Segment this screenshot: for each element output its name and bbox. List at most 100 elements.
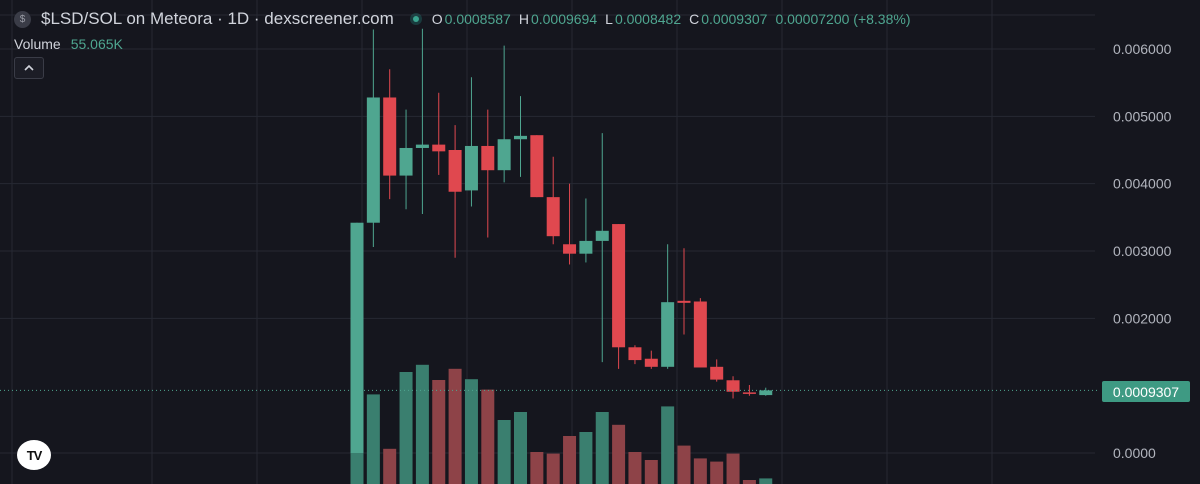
candle-body bbox=[350, 222, 364, 453]
y-tick-label: 0.002000 bbox=[1113, 310, 1172, 326]
y-tick-label: 0.006000 bbox=[1113, 41, 1172, 57]
candle bbox=[628, 345, 642, 365]
volume-bar bbox=[530, 452, 544, 484]
volume-bar bbox=[514, 412, 527, 484]
chart-title: $LSD/SOL on Meteora · 1D · dexscreener.c… bbox=[41, 9, 394, 28]
volume-bar bbox=[366, 394, 380, 484]
ohlc-low: L 0.0008482 bbox=[605, 11, 682, 27]
candle-body bbox=[742, 392, 756, 394]
volume-bar bbox=[595, 412, 609, 484]
chevron-up-icon bbox=[24, 64, 34, 71]
candle bbox=[481, 109, 495, 238]
ohlc-readout: O 0.0008587 H 0.0009694 L 0.0008482 C 0.0009… bbox=[432, 11, 911, 27]
y-tick-label: 0.0000 bbox=[1113, 445, 1156, 461]
volume-bar bbox=[612, 424, 626, 484]
volume-bar bbox=[432, 380, 446, 484]
volume-bar bbox=[546, 453, 560, 484]
volume-bar bbox=[628, 452, 642, 484]
candle bbox=[448, 125, 462, 258]
volume-bar bbox=[448, 368, 462, 484]
candle-body bbox=[464, 145, 478, 191]
symbol-badge-icon: $ bbox=[14, 10, 31, 28]
candle-body bbox=[563, 244, 577, 254]
candle bbox=[612, 224, 626, 369]
candle-body bbox=[579, 240, 593, 254]
candle bbox=[677, 248, 691, 335]
candle bbox=[579, 198, 593, 263]
candle bbox=[366, 29, 380, 247]
candle-body bbox=[628, 347, 642, 361]
candle-body bbox=[677, 300, 691, 303]
volume-bar bbox=[464, 379, 478, 484]
volume-bar bbox=[677, 445, 691, 484]
volume-bar bbox=[563, 436, 577, 484]
volume-bar bbox=[383, 448, 397, 484]
candle-body bbox=[415, 144, 429, 148]
live-status-icon bbox=[409, 13, 422, 25]
candle bbox=[432, 92, 446, 175]
candle-body bbox=[726, 380, 740, 392]
tradingview-logo: TV bbox=[17, 440, 51, 470]
y-tick-label: 0.003000 bbox=[1113, 243, 1172, 259]
candle-body bbox=[366, 97, 380, 223]
ohlc-open: O 0.0008587 bbox=[431, 11, 511, 27]
volume-legend: Volume 55.065K bbox=[14, 36, 123, 52]
y-tick-label: 0.004000 bbox=[1113, 176, 1172, 192]
candle bbox=[644, 350, 658, 369]
volume-value: 55.065K bbox=[70, 36, 123, 52]
candle bbox=[514, 96, 527, 177]
candle bbox=[497, 45, 511, 183]
volume-bar bbox=[415, 364, 429, 484]
volume-bar bbox=[481, 389, 495, 484]
last-price-label: 0.0009307 bbox=[1102, 381, 1190, 402]
candle bbox=[563, 183, 577, 265]
collapse-legend-button[interactable] bbox=[14, 57, 44, 79]
volume-bar bbox=[399, 372, 413, 484]
candle bbox=[383, 69, 397, 200]
candle bbox=[530, 135, 544, 198]
candle bbox=[742, 384, 756, 396]
ohlc-change: 0.00007200 (+8.38%) bbox=[775, 11, 911, 27]
candle-body bbox=[595, 230, 609, 241]
candle bbox=[350, 222, 364, 453]
candle bbox=[546, 156, 560, 245]
candle-body bbox=[612, 224, 626, 348]
candle bbox=[595, 133, 609, 363]
candle-body bbox=[546, 197, 560, 237]
candle-body bbox=[710, 366, 724, 380]
chart-header: $ $LSD/SOL on Meteora · 1D · dexscreener… bbox=[14, 8, 911, 30]
volume-bar bbox=[693, 458, 707, 484]
candle-body bbox=[497, 139, 511, 171]
candle-body bbox=[432, 144, 446, 152]
candle-body bbox=[448, 150, 462, 192]
ohlc-close: C 0.0009307 bbox=[689, 11, 768, 27]
volume-bar bbox=[759, 478, 773, 484]
candle bbox=[759, 387, 773, 396]
candle-body bbox=[661, 302, 675, 367]
candle bbox=[710, 359, 724, 382]
candle-body bbox=[399, 147, 413, 176]
volume-label: Volume bbox=[14, 36, 61, 52]
volume-bar bbox=[710, 461, 724, 484]
volume-bar bbox=[579, 432, 593, 484]
candle bbox=[399, 109, 413, 210]
candle-body bbox=[759, 390, 773, 396]
volume-bar bbox=[661, 406, 675, 484]
volume-bar bbox=[497, 420, 511, 484]
ohlc-high: H 0.0009694 bbox=[518, 11, 598, 27]
volume-bar bbox=[726, 453, 740, 484]
candle-body bbox=[514, 135, 527, 140]
candle bbox=[726, 376, 740, 399]
candle bbox=[661, 244, 675, 369]
candle bbox=[415, 28, 429, 214]
volume-bar bbox=[644, 460, 658, 484]
candle-body bbox=[644, 358, 658, 367]
volume-bar bbox=[742, 480, 756, 484]
candle-body bbox=[693, 301, 707, 368]
candle-body bbox=[481, 145, 495, 171]
candle-body bbox=[383, 97, 397, 176]
candle bbox=[693, 298, 707, 368]
candle bbox=[464, 77, 478, 207]
y-tick-label: 0.005000 bbox=[1113, 108, 1172, 124]
